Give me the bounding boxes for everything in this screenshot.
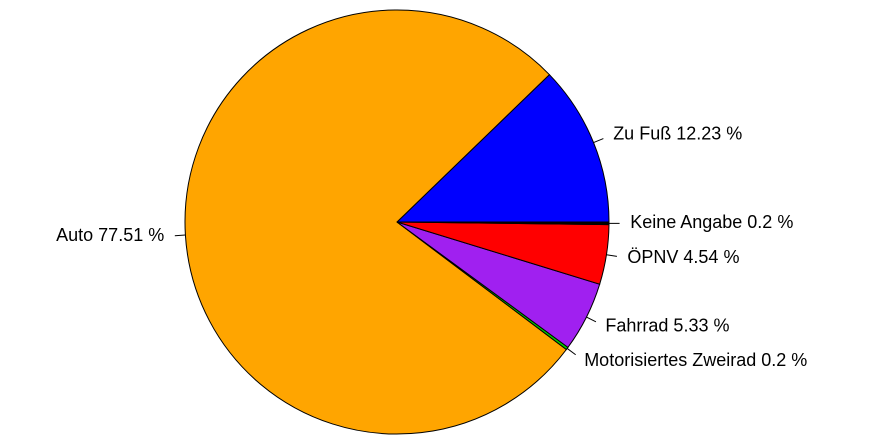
slice-label: Keine Angabe 0.2 %: [630, 212, 793, 232]
leader-line: [174, 234, 186, 237]
slice-label: Motorisiertes Zweirad 0.2 %: [584, 350, 807, 370]
slice-label: Fahrrad 5.33 %: [605, 315, 729, 335]
slice-label: ÖPNV 4.54 %: [627, 247, 739, 267]
leader-line: [606, 254, 618, 257]
pie-slice: [395, 73, 610, 223]
leader-line: [593, 138, 604, 144]
slice-label: Zu Fuß 12.23 %: [613, 123, 742, 143]
slice-label: Auto 77.51 %: [56, 225, 164, 245]
leader-line: [586, 316, 597, 323]
pie-slice: [396, 221, 610, 226]
leader-line: [566, 348, 576, 356]
